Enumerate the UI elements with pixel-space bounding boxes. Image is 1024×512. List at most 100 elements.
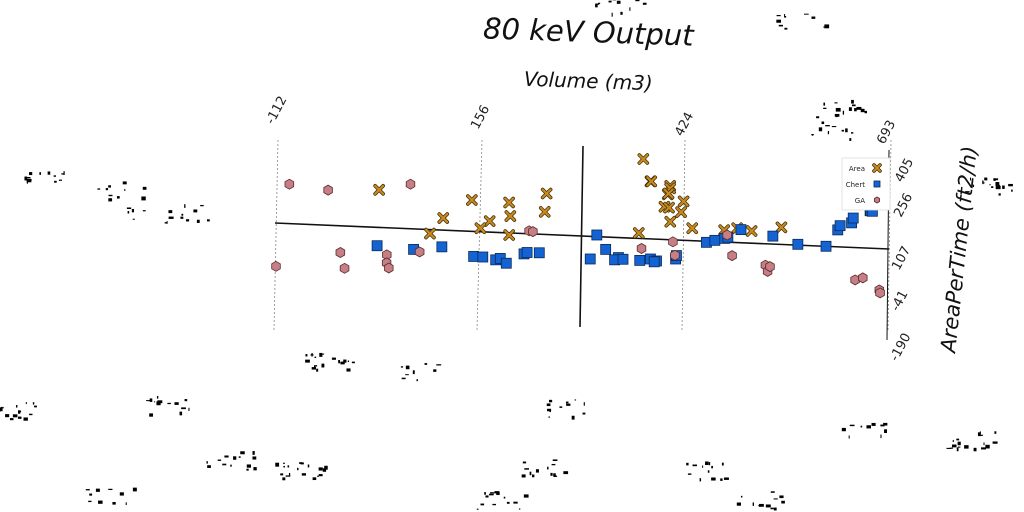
background-speck bbox=[956, 447, 959, 452]
background-speck bbox=[200, 204, 204, 207]
background-speck bbox=[88, 500, 92, 503]
background-speck bbox=[206, 219, 210, 222]
background-speck bbox=[174, 402, 179, 405]
background-speck bbox=[723, 477, 729, 480]
background-speck bbox=[824, 24, 830, 29]
background-speck bbox=[489, 493, 494, 496]
background-speck bbox=[480, 503, 485, 506]
background-speck bbox=[97, 188, 101, 190]
background-speck bbox=[108, 194, 113, 197]
background-speck bbox=[758, 503, 764, 507]
background-speck bbox=[280, 473, 284, 476]
background-speck bbox=[964, 445, 969, 449]
background-speck bbox=[1008, 183, 1013, 187]
background-speck bbox=[181, 407, 186, 410]
background-speck bbox=[535, 469, 539, 473]
background-speck bbox=[880, 434, 882, 439]
background-speck bbox=[702, 465, 704, 468]
chart-title: 80 keV Output bbox=[483, 11, 696, 52]
background-speck bbox=[34, 405, 37, 408]
legend-marker bbox=[874, 196, 880, 204]
background-speck bbox=[400, 366, 404, 368]
background-speck bbox=[740, 495, 743, 498]
background-speck bbox=[582, 412, 586, 415]
background-speck bbox=[989, 184, 991, 186]
background-speck bbox=[851, 132, 854, 134]
background-speck bbox=[316, 368, 319, 372]
background-speck bbox=[856, 106, 862, 110]
background-speck bbox=[124, 188, 126, 192]
background-speck bbox=[492, 503, 497, 506]
background-speck bbox=[595, 3, 598, 8]
background-speck bbox=[351, 361, 355, 364]
background-speck bbox=[848, 107, 852, 111]
background-speck bbox=[548, 399, 553, 403]
background-speck bbox=[85, 489, 90, 491]
background-speck bbox=[54, 180, 57, 183]
background-speck bbox=[851, 104, 856, 107]
background-speck bbox=[179, 411, 183, 416]
ga-point bbox=[636, 243, 647, 254]
background-speck bbox=[616, 0, 621, 4]
background-speck bbox=[992, 441, 998, 444]
background-speck bbox=[206, 461, 208, 464]
background-speck bbox=[776, 19, 782, 23]
background-speck bbox=[321, 363, 325, 368]
background-speck bbox=[156, 396, 159, 399]
background-speck bbox=[957, 446, 961, 448]
background-speck bbox=[849, 138, 852, 141]
background-speck bbox=[246, 468, 249, 471]
background-speck bbox=[532, 474, 535, 478]
background-speck bbox=[994, 431, 997, 434]
background-speck bbox=[184, 399, 188, 402]
background-speck bbox=[969, 177, 971, 181]
background-speck bbox=[991, 186, 994, 188]
background-speck bbox=[521, 474, 526, 478]
background-speck bbox=[721, 462, 724, 466]
background-speck bbox=[89, 493, 93, 496]
background-speck bbox=[18, 410, 21, 414]
background-speck bbox=[784, 16, 787, 18]
background-speck bbox=[484, 492, 486, 495]
background-speck bbox=[233, 456, 237, 460]
background-speck bbox=[224, 455, 229, 458]
background-speck bbox=[883, 422, 888, 426]
background-speck bbox=[180, 216, 184, 219]
background-speck bbox=[314, 365, 318, 367]
background-speck bbox=[720, 478, 723, 481]
background-speck bbox=[156, 401, 161, 406]
background-speck bbox=[823, 26, 828, 28]
background-speck bbox=[566, 403, 571, 406]
ga-point bbox=[405, 178, 416, 190]
background-speck bbox=[736, 502, 741, 506]
area-point bbox=[645, 175, 658, 188]
background-speck bbox=[503, 496, 506, 499]
background-speck bbox=[149, 413, 153, 417]
area-point bbox=[664, 215, 677, 228]
background-speck bbox=[1011, 189, 1013, 192]
background-speck bbox=[252, 451, 255, 455]
area-point bbox=[373, 184, 385, 196]
background-speck bbox=[230, 464, 232, 467]
legend-label: Chert bbox=[846, 181, 866, 189]
background-speck bbox=[305, 354, 308, 357]
background-speck bbox=[871, 422, 876, 426]
background-speck bbox=[552, 459, 558, 461]
background-speck bbox=[288, 472, 291, 477]
legend-label: Area bbox=[849, 165, 865, 173]
background-speck bbox=[707, 470, 710, 473]
background-speck bbox=[39, 172, 41, 175]
background-speck bbox=[436, 364, 442, 366]
x-axis-label: Volume (m3) bbox=[523, 67, 653, 95]
vertical-axis-line bbox=[579, 145, 584, 328]
background-speck bbox=[108, 488, 113, 491]
chert-point bbox=[767, 230, 779, 242]
background-speck bbox=[32, 402, 35, 405]
background-speck bbox=[207, 465, 211, 468]
background-speck bbox=[551, 463, 556, 466]
background-speck bbox=[166, 221, 168, 224]
background-speck bbox=[318, 467, 323, 471]
background-speck bbox=[979, 431, 981, 434]
chert-point bbox=[468, 251, 480, 262]
